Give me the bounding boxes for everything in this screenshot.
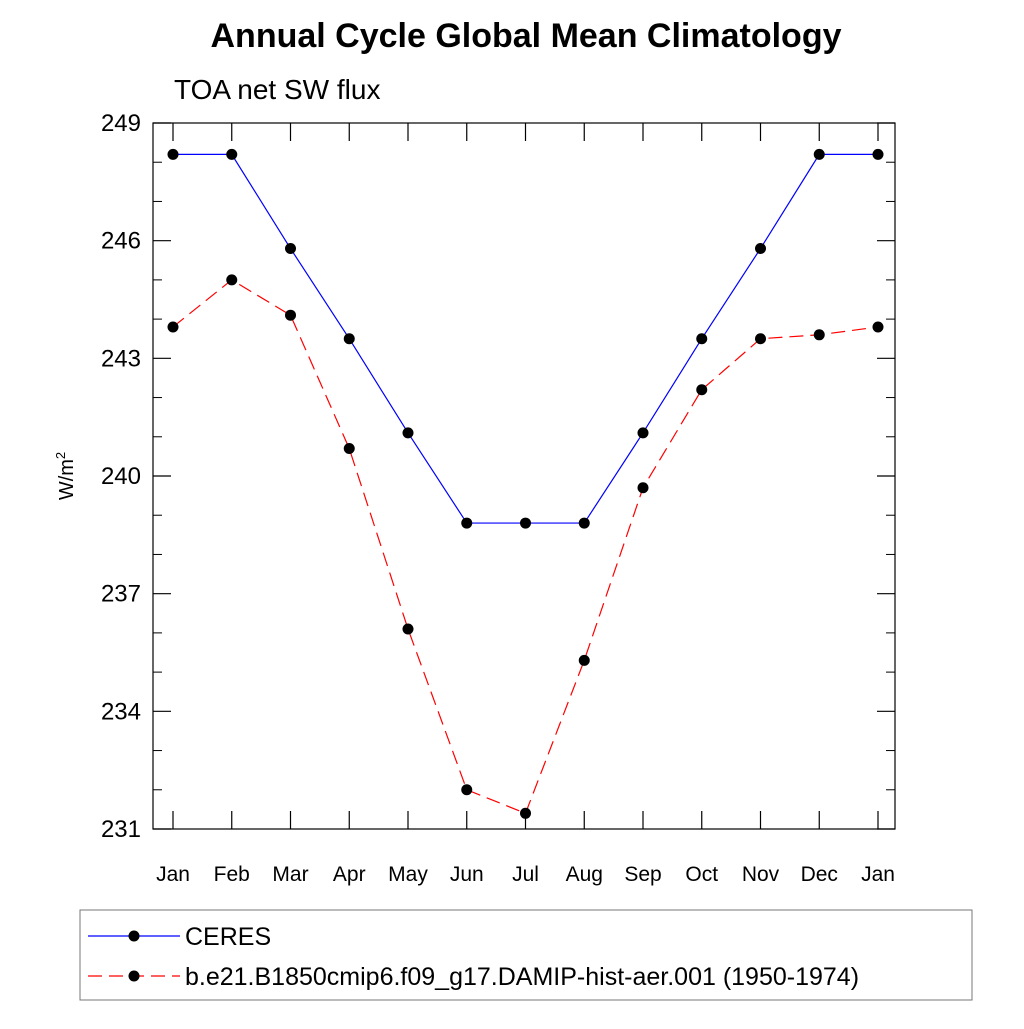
y-axis-label-text: W/m (56, 459, 78, 500)
legend-marker (128, 970, 140, 982)
data-point (755, 333, 766, 345)
x-tick-label: Nov (742, 863, 780, 886)
data-point (285, 309, 296, 321)
x-tick-label: Dec (801, 863, 838, 886)
x-tick-label: Feb (214, 863, 250, 886)
data-point (637, 482, 649, 494)
data-point (696, 333, 708, 345)
data-point (755, 243, 766, 255)
y-tick-label: 240 (101, 463, 141, 490)
y-tick-label: 246 (101, 228, 141, 255)
legend-label: b.e21.B1850cmip6.f09_g17.DAMIP-hist-aer.… (185, 963, 859, 991)
data-point (872, 321, 884, 333)
y-axis-label-superscript: 2 (53, 452, 68, 459)
y-tick-label: 234 (101, 698, 141, 725)
x-tick-label: Jan (156, 863, 190, 886)
data-point (167, 148, 179, 160)
data-point (226, 274, 238, 286)
data-point (696, 384, 708, 396)
chart-title: Annual Cycle Global Mean Climatology (211, 17, 842, 55)
data-point (637, 427, 649, 439)
x-tick-label: Aug (566, 863, 603, 886)
data-point (461, 517, 473, 529)
data-point (402, 623, 414, 635)
legend-label: CERES (185, 923, 271, 951)
data-point (167, 321, 179, 333)
data-point (813, 148, 825, 160)
y-tick-label: 237 (101, 581, 141, 608)
x-tick-label: Jun (450, 863, 484, 886)
y-axis-label: W/m2 (53, 452, 78, 500)
data-point (402, 427, 414, 439)
data-point (578, 654, 590, 666)
plot-frame (152, 122, 896, 830)
x-tick-label: Jul (512, 863, 539, 886)
data-point (343, 333, 355, 345)
data-point (578, 517, 590, 529)
data-point (285, 243, 296, 255)
x-tick-label: Mar (272, 863, 308, 886)
y-tick-label: 249 (101, 110, 141, 137)
x-tick-label: Jan (861, 863, 895, 886)
x-tick-label: Oct (685, 863, 718, 886)
data-point (226, 148, 238, 160)
y-tick-label: 243 (101, 345, 141, 372)
data-point (461, 784, 473, 796)
data-point (872, 148, 884, 160)
data-point (520, 517, 531, 529)
data-point (520, 807, 531, 819)
series-line (172, 279, 879, 815)
x-tick-label: Sep (624, 863, 661, 886)
y-tick-label: 231 (101, 816, 141, 843)
legend: CERES b.e21.B1850cmip6.f09_g17.DAMIP-hist… (79, 909, 973, 1001)
legend-box (79, 909, 973, 1001)
legend-marker (128, 930, 140, 942)
data-point (813, 329, 825, 341)
plot-area: 249 246 243 240 237 234 231 Jan Feb Mar Apr May Jun J… (101, 110, 896, 886)
chart-subtitle: TOA net SW flux (174, 74, 380, 105)
series-line (173, 153, 878, 524)
x-tick-label: May (388, 863, 428, 886)
data-point (343, 443, 355, 455)
x-tick-label: Apr (333, 863, 366, 886)
